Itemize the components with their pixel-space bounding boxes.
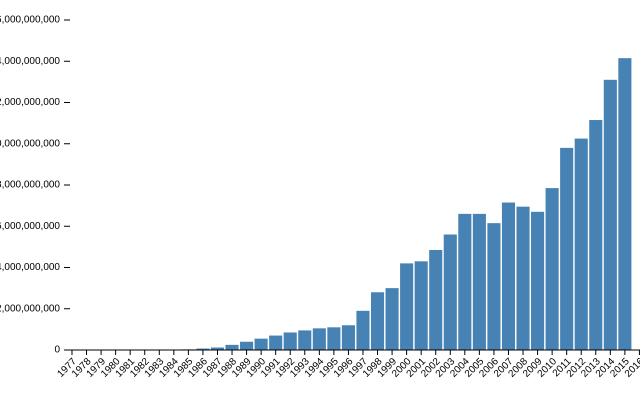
bar: [240, 341, 254, 350]
y-tick-label: 4,000,000,000: [0, 262, 60, 273]
bar: [545, 188, 559, 350]
bar: [269, 335, 283, 350]
bar: [574, 138, 588, 350]
bar: [516, 206, 530, 350]
bar: [429, 249, 443, 350]
bar: [196, 348, 210, 350]
bar: [531, 211, 545, 350]
bar: [370, 292, 385, 350]
bar: [487, 223, 501, 350]
bar: [312, 328, 326, 350]
y-tick-label: 14,000,000,000: [0, 56, 60, 67]
bar: [414, 261, 428, 350]
bar: [225, 344, 239, 350]
y-tick-label: 6,000,000,000: [0, 221, 60, 232]
bar: [327, 327, 341, 350]
y-tick-label: 2,000,000,000: [0, 303, 60, 314]
bar: [385, 288, 399, 350]
bar: [254, 338, 268, 350]
bar: [341, 325, 355, 350]
bar: [400, 263, 414, 350]
y-tick-label: 0: [54, 345, 60, 356]
bar: [210, 347, 225, 350]
bar: [603, 79, 617, 350]
bar: [458, 213, 472, 350]
bar: [618, 58, 632, 350]
bar: [283, 332, 297, 350]
bar: [356, 310, 370, 350]
bar: [560, 147, 574, 350]
bar: [501, 202, 516, 350]
bar: [589, 120, 603, 350]
y-tick-label: 8,000,000,000: [0, 180, 60, 191]
y-tick-label: 10,000,000,000: [0, 138, 60, 149]
bar: [443, 234, 457, 350]
y-tick-label: 16,000,000,000: [0, 15, 60, 26]
bar: [472, 213, 486, 350]
bar: [298, 330, 312, 350]
y-tick-label: 12,000,000,000: [0, 97, 60, 108]
